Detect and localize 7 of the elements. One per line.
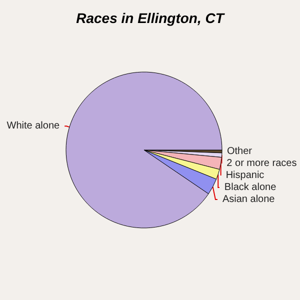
slice-label: Other — [226, 146, 253, 158]
slice-label: 2 or more races — [226, 158, 297, 170]
slice-label: Hispanic — [226, 170, 264, 182]
chart-title: Races in Ellington, CT — [76, 10, 226, 26]
slice-label: Asian alone — [222, 194, 276, 206]
slice-label: Black alone — [224, 182, 277, 194]
slice-label: White alone — [6, 120, 60, 132]
